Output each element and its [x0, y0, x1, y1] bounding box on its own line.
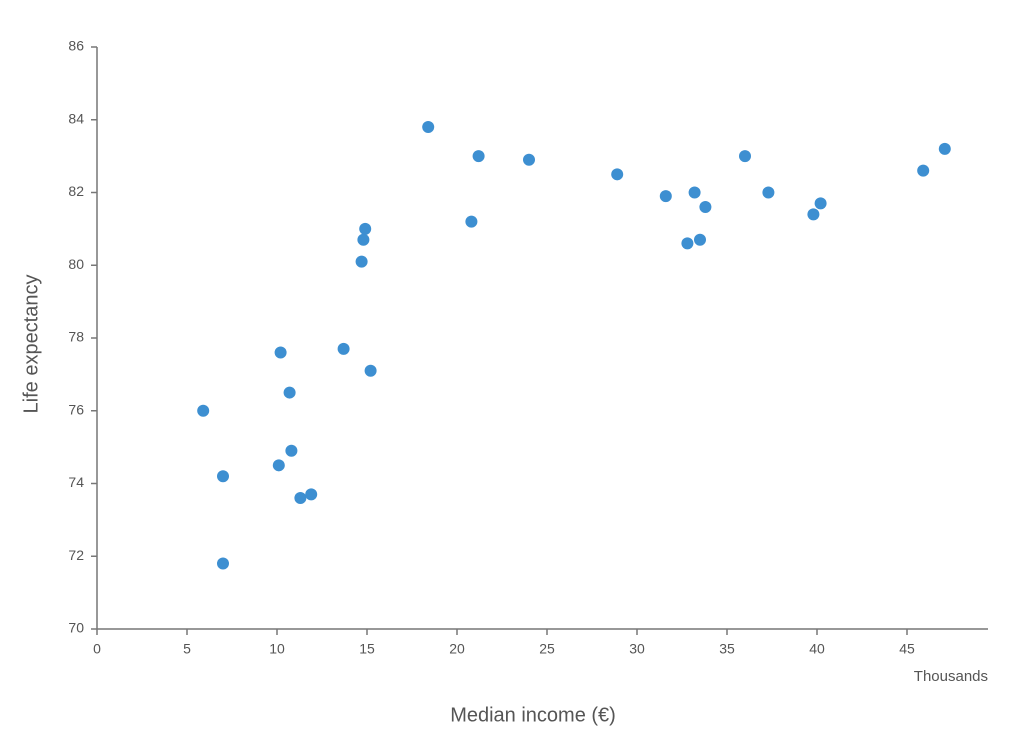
point — [305, 488, 318, 501]
point — [762, 186, 775, 199]
x-tick-label: 20 — [449, 641, 465, 657]
x-tick-label: 25 — [539, 641, 555, 657]
point — [814, 197, 827, 210]
point — [422, 121, 435, 134]
y-tick-label: 76 — [68, 401, 84, 417]
point — [359, 222, 372, 235]
point — [217, 470, 229, 483]
point — [659, 190, 672, 203]
point — [739, 150, 751, 163]
x-tick-label: 10 — [269, 641, 285, 657]
point — [364, 364, 377, 377]
y-tick-label: 84 — [68, 110, 84, 126]
point — [272, 459, 285, 472]
y-tick-label: 72 — [68, 547, 84, 563]
x-tick-label: 5 — [183, 641, 191, 657]
x-axis-label: Median income (€) — [450, 704, 616, 726]
x-tick-label: 35 — [719, 641, 735, 657]
point — [355, 255, 368, 268]
point — [523, 153, 535, 166]
x-tick-label: 40 — [809, 641, 825, 657]
x-tick-label: 15 — [359, 641, 375, 657]
point — [472, 150, 485, 163]
y-tick-label: 70 — [68, 620, 84, 636]
point — [694, 233, 706, 246]
point — [807, 208, 820, 221]
y-tick-label: 86 — [68, 38, 84, 54]
x-unit-label: Thousands — [914, 668, 988, 685]
point — [285, 444, 298, 457]
point — [699, 201, 712, 214]
y-tick-label: 80 — [68, 256, 84, 272]
point — [294, 492, 307, 505]
point — [938, 142, 951, 155]
point — [688, 186, 701, 199]
y-tick-label: 78 — [68, 329, 84, 345]
point — [465, 215, 478, 228]
x-tick-label: 0 — [93, 641, 101, 657]
point — [681, 237, 694, 250]
x-tick-label: 45 — [899, 641, 915, 657]
point — [197, 404, 210, 417]
point — [274, 346, 287, 359]
point — [917, 164, 930, 177]
y-tick-label: 82 — [68, 183, 84, 199]
point — [357, 233, 370, 246]
x-tick-label: 30 — [629, 641, 645, 657]
point — [217, 557, 229, 570]
point — [283, 386, 296, 399]
y-axis-label: Life expectancy — [20, 275, 42, 414]
point — [337, 342, 350, 355]
y-tick-label: 74 — [68, 474, 84, 490]
point — [611, 168, 624, 181]
